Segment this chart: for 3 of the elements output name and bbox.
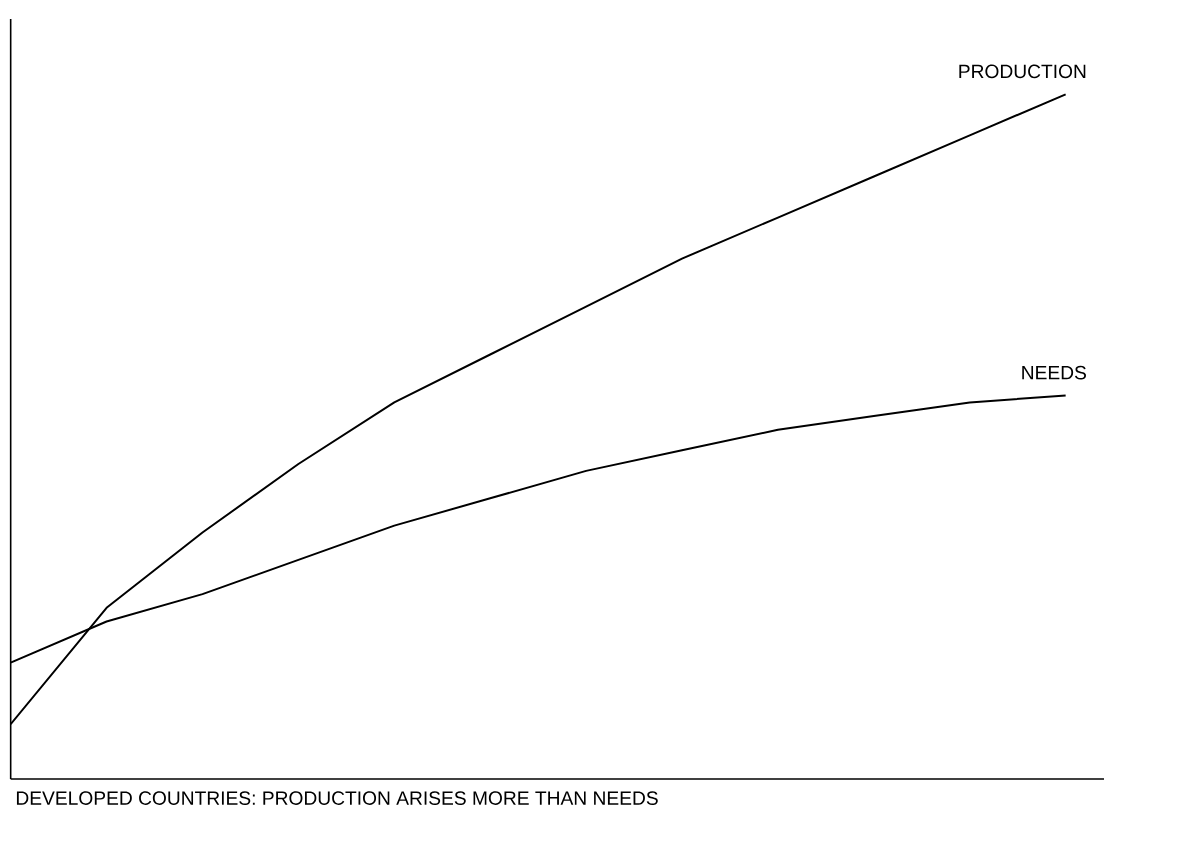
x-axis-title: DEVELOPED COUNTRIES: PRODUCTION ARISES MORE THAN NEEDS (16, 791, 658, 805)
series-label: NEEDS (1022, 365, 1086, 380)
series-label: PRODUCTION (959, 64, 1086, 79)
